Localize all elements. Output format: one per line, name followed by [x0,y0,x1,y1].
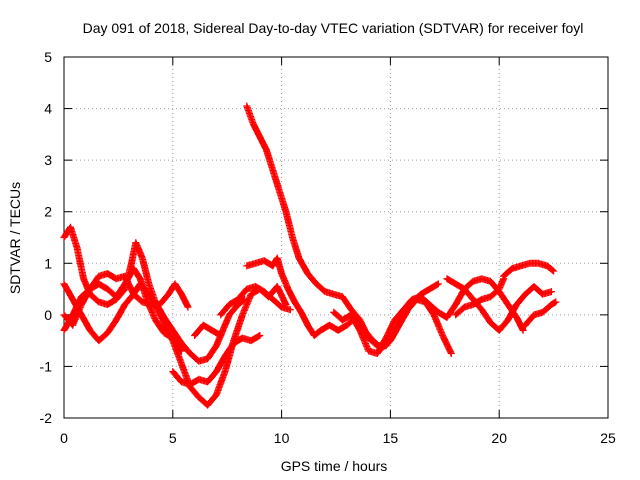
y-tick-label: 5 [44,49,52,65]
series-arc-g [217,283,294,319]
y-tick-label: 2 [44,204,52,220]
series-arc-e [169,332,264,388]
series-arc-l [452,275,508,319]
x-tick-label: 0 [60,430,68,446]
y-tick-label: -1 [40,358,53,374]
series-arc-m [500,259,558,280]
grid [64,57,608,418]
series-arc-d [60,264,185,355]
y-tick-label: -2 [40,410,53,426]
axis-ticks: 0 5 10 15 20 25 -2 -1 0 1 2 3 4 5 [40,49,616,446]
x-tick-label: 15 [383,430,399,446]
y-axis-label: SDTVAR / TECUs [7,182,23,294]
series-arc-k [443,275,555,334]
data-points [60,102,560,409]
series-arc-n [521,298,560,329]
x-tick-label: 20 [491,430,507,446]
y-tick-label: 4 [44,101,52,117]
x-axis-label: GPS time / hours [281,458,388,474]
plot-frame [63,56,609,419]
chart-title: Day 091 of 2018, Sidereal Day-to-day VTE… [83,20,584,36]
series-arc-i [243,102,442,350]
y-tick-label: 3 [44,152,52,168]
x-tick-label: 5 [169,430,177,446]
series-arc-j [330,275,527,357]
series-arc-f [191,321,225,339]
x-tick-label: 25 [600,430,616,446]
x-tick-label: 10 [274,430,290,446]
y-tick-label: 1 [44,255,52,271]
y-tick-label: 0 [44,307,52,323]
